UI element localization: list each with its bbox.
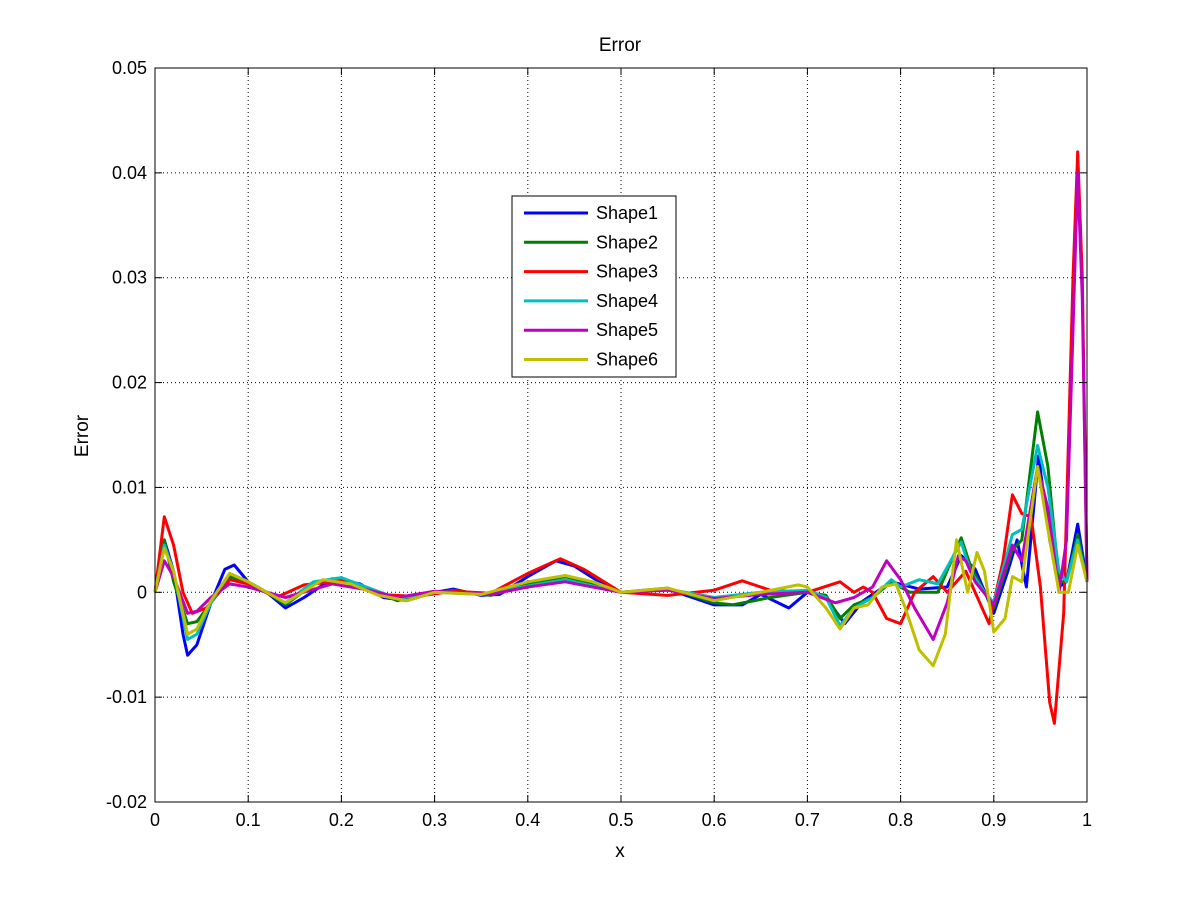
y-tick-label: -0.01 [106, 687, 147, 707]
y-tick-label: 0.03 [112, 268, 147, 288]
legend-label-shape3: Shape3 [596, 262, 658, 282]
legend-label-shape1: Shape1 [596, 203, 658, 223]
x-axis-ticks: 0 0.1 0.2 0.3 0.4 0.5 0.6 0.7 0.8 0.9 1 [150, 68, 1092, 830]
x-tick-label: 0.1 [236, 810, 261, 830]
y-axis-ticks: -0.02 -0.01 0 0.01 0.02 0.03 0.04 0.05 [106, 58, 1087, 812]
y-axis-label: Error [72, 414, 93, 457]
x-tick-label: 0.6 [702, 810, 727, 830]
x-tick-label: 0.8 [888, 810, 913, 830]
legend-label-shape5: Shape5 [596, 320, 658, 340]
x-tick-label: 0.3 [422, 810, 447, 830]
chart-title: Error [599, 35, 642, 56]
series-line-shape6 [153, 465, 1089, 668]
legend-label-shape4: Shape4 [596, 291, 658, 311]
legend-label-shape2: Shape2 [596, 232, 658, 252]
legend-label-shape6: Shape6 [596, 350, 658, 370]
x-tick-label: 0.5 [608, 810, 633, 830]
y-tick-label: 0 [137, 582, 147, 602]
legend: Shape1 Shape2 Shape3 Shape4 Shape5 Shape6 [511, 195, 677, 378]
x-tick-label: 1 [1082, 810, 1092, 830]
y-tick-label: 0.04 [112, 163, 147, 183]
y-tick-label: 0.01 [112, 477, 147, 497]
y-tick-label: 0.02 [112, 373, 147, 393]
x-axis-label: x [615, 841, 625, 862]
x-tick-label: 0.9 [981, 810, 1006, 830]
y-tick-label: -0.02 [106, 792, 147, 812]
x-tick-label: 0.4 [515, 810, 540, 830]
x-tick-label: 0.7 [795, 810, 820, 830]
legend-box [511, 195, 677, 378]
data-series [153, 150, 1089, 725]
y-tick-label: 0.05 [112, 58, 147, 78]
x-tick-label: 0.2 [329, 810, 354, 830]
x-tick-label: 0 [150, 810, 160, 830]
